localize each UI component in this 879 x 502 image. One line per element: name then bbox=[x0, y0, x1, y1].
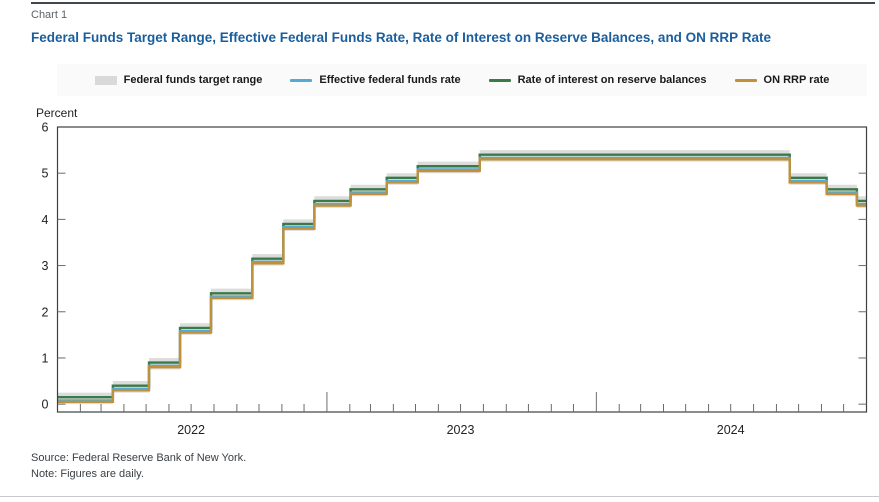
legend-label: Effective federal funds rate bbox=[319, 74, 461, 86]
legend-item-effr: Effective federal funds rate bbox=[290, 74, 461, 86]
y-tick-label: 5 bbox=[42, 167, 49, 181]
y-tick-label: 6 bbox=[42, 121, 49, 135]
footer-note: Note: Figures are daily. bbox=[31, 468, 144, 480]
onrrp-line-swatch-icon bbox=[734, 78, 757, 82]
legend-item-target-range: Federal funds target range bbox=[94, 74, 263, 86]
series-line bbox=[57, 153, 867, 399]
legend-item-iorb: Rate of interest on reserve balances bbox=[488, 74, 707, 86]
y-tick-label: 3 bbox=[42, 259, 49, 273]
chart-number-label: Chart 1 bbox=[31, 9, 68, 21]
x-year-label: 2024 bbox=[717, 423, 745, 437]
legend-label: Rate of interest on reserve balances bbox=[517, 74, 707, 86]
target-range-swatch-icon bbox=[94, 75, 117, 85]
x-year-label: 2023 bbox=[447, 423, 475, 437]
legend-label: Federal funds target range bbox=[123, 74, 263, 86]
iorb-line-swatch-icon bbox=[488, 78, 511, 82]
chart-legend: Federal funds target range Effective fed… bbox=[57, 64, 867, 96]
effr-line-swatch-icon bbox=[290, 78, 313, 82]
page-title: Federal Funds Target Range, Effective Fe… bbox=[31, 30, 771, 45]
top-divider-rule bbox=[31, 2, 875, 4]
y-axis-unit-label: Percent bbox=[36, 106, 78, 120]
series-line bbox=[57, 158, 867, 404]
legend-item-onrrp: ON RRP rate bbox=[734, 74, 830, 86]
y-tick-label: 0 bbox=[42, 398, 49, 412]
y-tick-label: 2 bbox=[42, 305, 49, 319]
legend-label: ON RRP rate bbox=[763, 74, 830, 86]
plot-border bbox=[56, 126, 868, 413]
y-tick-label: 4 bbox=[42, 213, 49, 227]
x-year-label: 2022 bbox=[177, 423, 205, 437]
source-note: Source: Federal Reserve Bank of New York… bbox=[31, 452, 247, 464]
bottom-divider-rule bbox=[0, 496, 879, 497]
series-line bbox=[57, 156, 867, 402]
y-tick-label: 1 bbox=[42, 351, 49, 365]
